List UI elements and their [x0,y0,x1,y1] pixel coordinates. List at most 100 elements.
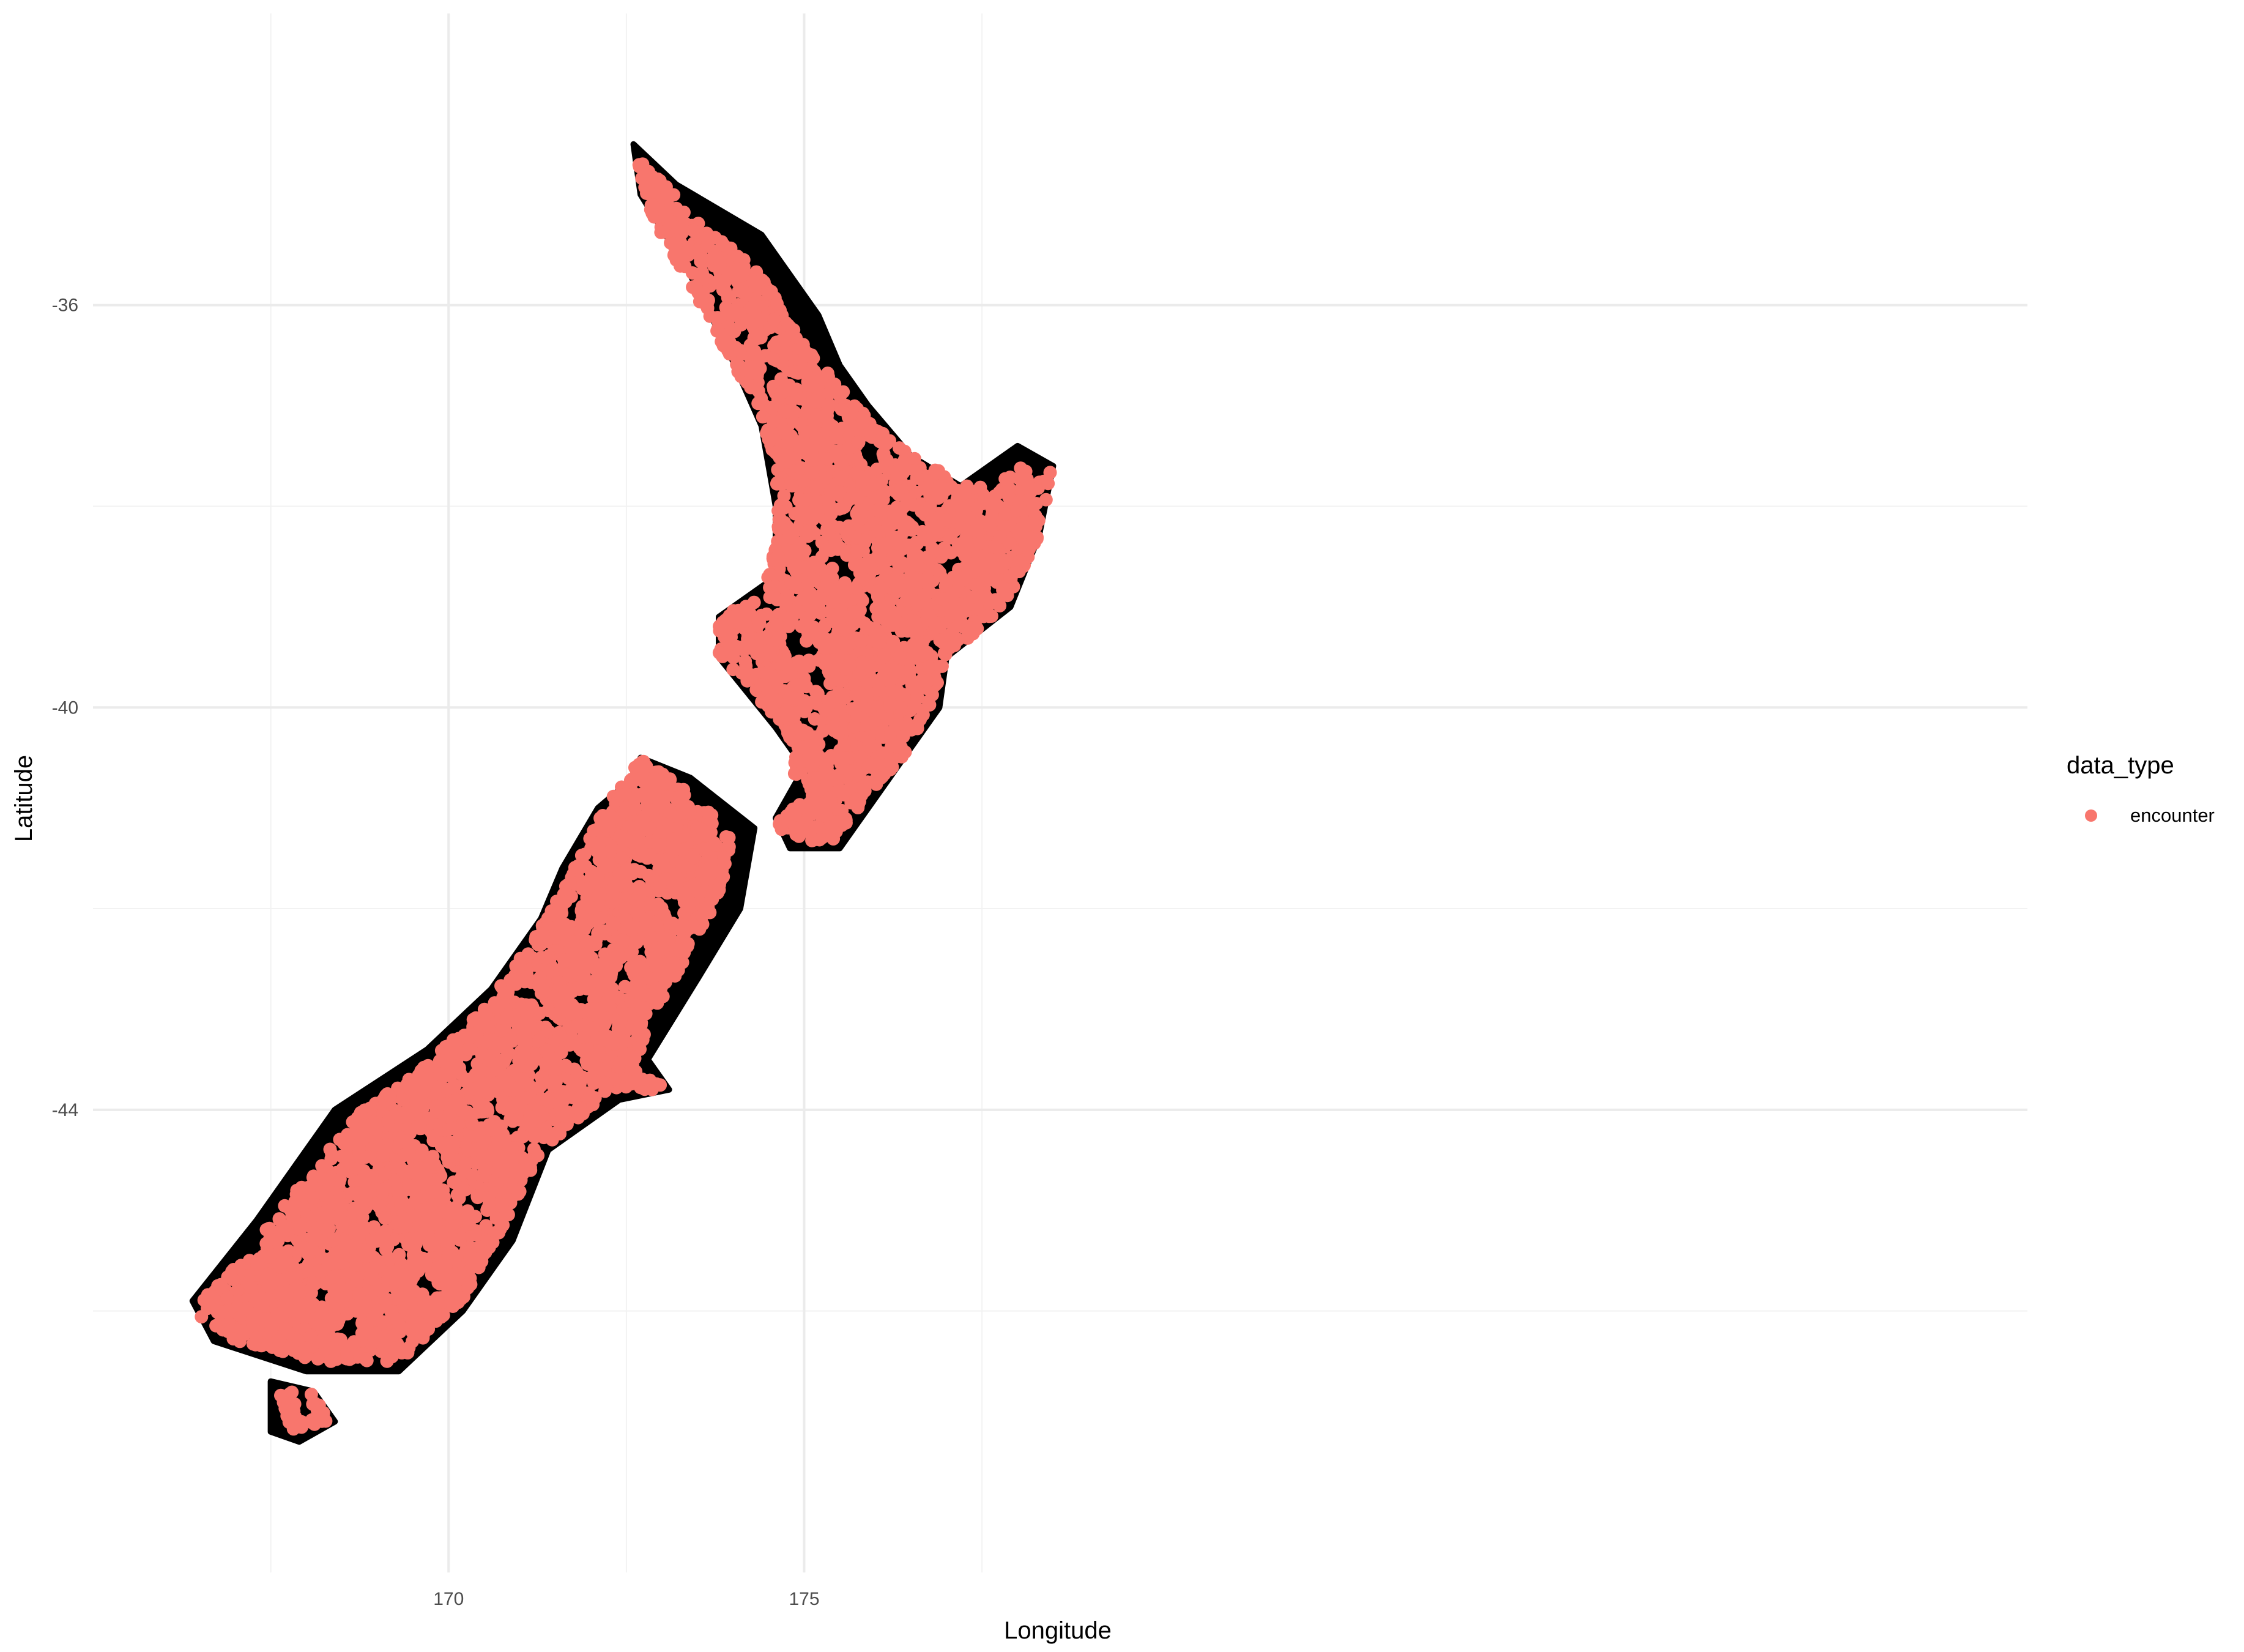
encounter-point [831,726,845,740]
encounter-point [380,1354,394,1368]
encounter-point [694,252,708,266]
encounter-point [1020,476,1035,490]
encounter-point [712,646,726,660]
encounter-point [869,777,883,791]
encounter-point [733,343,747,357]
encounter-point [748,296,762,310]
encounter-point [741,632,755,646]
encounter-point [770,297,784,311]
encounter-point [516,1129,530,1144]
encounter-point [852,666,866,680]
encounter-point [819,471,833,485]
encounter-point [806,739,820,753]
encounter-point [849,581,863,595]
encounter-point [782,378,796,392]
encounter-point [923,499,937,513]
encounter-point [829,431,842,445]
encounter-point [822,496,836,510]
encounter-point [809,431,823,445]
encounter-point [927,615,941,629]
encounter-point [752,616,767,630]
encounter-point [724,629,738,643]
encounter-point [804,508,819,521]
encounter-point [1026,498,1040,512]
encounter-point [773,512,787,526]
encounter-point [832,784,846,798]
encounter-point [973,536,987,550]
encounter-point [886,618,900,632]
encounter-point [770,618,784,632]
encounter-point [874,606,888,620]
encounter-point [951,537,965,551]
encounter-point [927,467,942,482]
encounter-point [920,533,933,547]
encounter-point [876,447,890,461]
encounter-point [264,1323,278,1338]
encounter-point [858,534,872,548]
encounter-point [689,280,703,294]
encounter-point [966,590,980,604]
encounter-point [672,248,686,262]
encounter-point [807,414,821,428]
encounter-point [872,504,886,518]
encounter-point [801,529,815,543]
encounter-point [872,683,886,697]
encounter-point [780,404,794,419]
encounter-point [834,455,847,469]
encounter-point [812,593,826,608]
encounter-point [806,750,820,764]
encounter-point [792,654,806,668]
encounter-point [656,225,671,239]
encounter-point [809,479,823,493]
encounter-point [822,386,836,400]
encounter-point [807,573,821,587]
encounter-point [874,756,888,770]
encounter-point [819,805,833,819]
encounter-point [790,678,804,691]
encounter-point [808,694,822,708]
encounter-point [850,492,864,505]
encounter-point [858,699,872,713]
encounter-point [686,223,700,237]
encounter-point [812,833,827,847]
encounter-point [1025,517,1039,531]
encounter-point [669,203,683,217]
encounter-point [945,586,959,600]
encounter-point [795,727,809,742]
encounter-point [1012,554,1027,568]
encounter-point [762,285,776,299]
encounter-point [1002,490,1016,504]
encounter-point [860,677,874,691]
encounter-point [908,464,923,478]
encounter-point [781,318,795,332]
encounter-point [730,357,744,371]
encounter-point [881,518,895,532]
encounter-point [837,738,851,752]
encounter-point [1014,461,1028,475]
encounter-point [489,1211,503,1226]
encounter-point [898,745,912,759]
encounter-point [767,312,781,326]
encounter-point [847,399,861,413]
encounter-point [788,365,802,379]
encounter-point [888,639,902,653]
encounter-point [879,485,893,499]
encounter-point [833,485,847,499]
encounter-point [757,631,771,645]
encounter-point [751,396,765,411]
encounter-point [1014,521,1028,535]
encounter-point [903,664,917,678]
encounter-point [822,698,836,712]
encounter-point [779,705,793,720]
encounter-points-layer [195,157,1057,1436]
encounter-point [817,409,831,423]
encounter-point [886,685,901,699]
encounter-point [746,275,760,289]
encounter-point [650,918,664,932]
encounter-point [1010,504,1024,518]
encounter-point [1018,538,1032,552]
encounter-point [861,621,875,635]
encounter-point [888,607,902,621]
encounter-point [999,587,1013,601]
